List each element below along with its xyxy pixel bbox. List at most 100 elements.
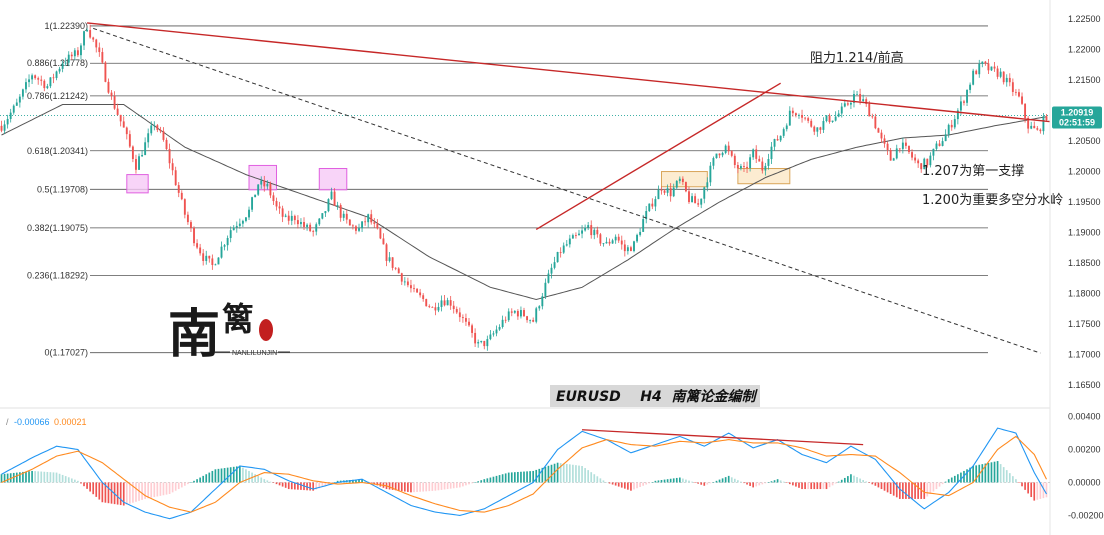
macd-hist-bar <box>364 480 366 483</box>
macd-hist-bar <box>19 472 21 483</box>
candle-body <box>348 219 351 226</box>
macd-hist-bar <box>788 482 791 485</box>
macd-hist-bar <box>226 467 229 483</box>
fib-label-1: 0.886(1.21778) <box>27 58 88 68</box>
candle-body <box>788 110 791 126</box>
candle-body <box>819 127 822 130</box>
candle-body <box>626 247 629 252</box>
macd-hist-bar <box>171 482 174 493</box>
candle-body <box>150 125 153 134</box>
candle-body <box>403 281 406 283</box>
macd-hist-bar <box>92 482 95 495</box>
candle-body <box>52 77 55 79</box>
candle-body <box>98 47 101 53</box>
candle-body <box>1021 96 1023 104</box>
macd-hist-bar <box>223 468 226 483</box>
macd-hist-bar <box>737 480 739 483</box>
candle-body <box>651 203 654 207</box>
macd-hist-bar <box>3 473 6 483</box>
candle-body <box>199 247 202 254</box>
candle-body <box>898 148 901 150</box>
candle-body <box>40 79 43 81</box>
macd-hist-bar <box>602 480 605 483</box>
candle-body <box>526 316 529 321</box>
macd-hist-bar <box>1027 482 1029 494</box>
macd-hist-bar <box>138 482 140 501</box>
macd-hist-bar <box>180 482 183 488</box>
macd-hist-bar <box>474 482 476 483</box>
candle-body <box>758 158 761 162</box>
macd-hist-bar <box>862 480 864 483</box>
macd-hist-bar <box>104 482 107 503</box>
candle-body <box>275 201 278 207</box>
candle-body <box>333 191 336 206</box>
macd-hist-bar <box>752 482 754 488</box>
candle-body <box>110 92 113 97</box>
macd-hist-bar <box>513 472 516 483</box>
candle-body <box>617 236 620 241</box>
candle-body <box>492 333 495 335</box>
macd-hist-bar <box>721 478 724 483</box>
svg-text:0.00021: 0.00021 <box>54 417 87 427</box>
candle-body <box>513 310 516 313</box>
macd-hist-bar <box>593 474 596 483</box>
macd-hist-bar <box>987 462 990 483</box>
macd-hist-bar <box>211 470 214 483</box>
candle-body <box>3 124 6 131</box>
candle-body <box>214 264 217 266</box>
macd-hist-bar <box>620 482 623 488</box>
macd-tick-3: -0.00200 <box>1068 510 1104 520</box>
candle-body <box>801 115 803 118</box>
macd-hist-bar <box>837 481 840 483</box>
macd-hist-bar <box>523 471 525 483</box>
macd-hist-bar <box>208 472 211 483</box>
candle-body <box>162 131 165 140</box>
candle-body <box>761 161 764 171</box>
macd-hist-bar <box>804 482 806 490</box>
candle-body <box>257 184 260 195</box>
macd-hist-bar <box>400 482 403 492</box>
macd-hist-bar <box>611 482 614 485</box>
candle-body <box>892 158 895 161</box>
candle-body <box>849 102 852 105</box>
candle-body <box>31 75 34 80</box>
macd-hist-bar <box>999 464 1002 483</box>
candle-body <box>544 282 547 297</box>
candle-body <box>226 238 229 246</box>
macd-hist-bar <box>312 482 315 491</box>
macd-hist-bar <box>202 475 205 483</box>
macd-hist-bar <box>724 477 727 483</box>
zone-1 <box>248 164 278 191</box>
candle-body <box>25 82 27 90</box>
macd-hist-bar <box>397 482 400 491</box>
macd-hist-bar <box>565 463 568 483</box>
macd-hist-bar <box>458 482 461 488</box>
candle-body <box>556 252 559 263</box>
candle-body <box>611 240 614 244</box>
candle-body <box>908 145 910 153</box>
candle-body <box>969 84 972 90</box>
candle-body <box>663 190 666 193</box>
macd-hist-bar <box>501 474 504 483</box>
macd-hist-bar <box>969 467 971 483</box>
candle-body <box>266 183 269 187</box>
macd-hist-bar <box>892 482 895 496</box>
candle-body <box>95 39 98 48</box>
candle-body <box>593 229 596 236</box>
candle-body <box>877 128 880 133</box>
candle-body <box>675 180 678 188</box>
macd-dea-line <box>1 435 1047 513</box>
macd-hist-bar <box>266 480 269 483</box>
candle-body <box>901 142 904 149</box>
macd-hist-bar <box>996 461 999 483</box>
candle-body <box>779 135 782 141</box>
candle-body <box>507 311 510 321</box>
macd-hist-bar <box>825 482 828 490</box>
candle-body <box>388 257 391 261</box>
macd-hist-bar <box>391 482 394 490</box>
candle-body <box>746 166 748 168</box>
candle-body <box>914 157 917 161</box>
candle-body <box>660 189 663 191</box>
moving-average <box>1 104 1047 301</box>
macd-hist-bar <box>193 480 195 483</box>
